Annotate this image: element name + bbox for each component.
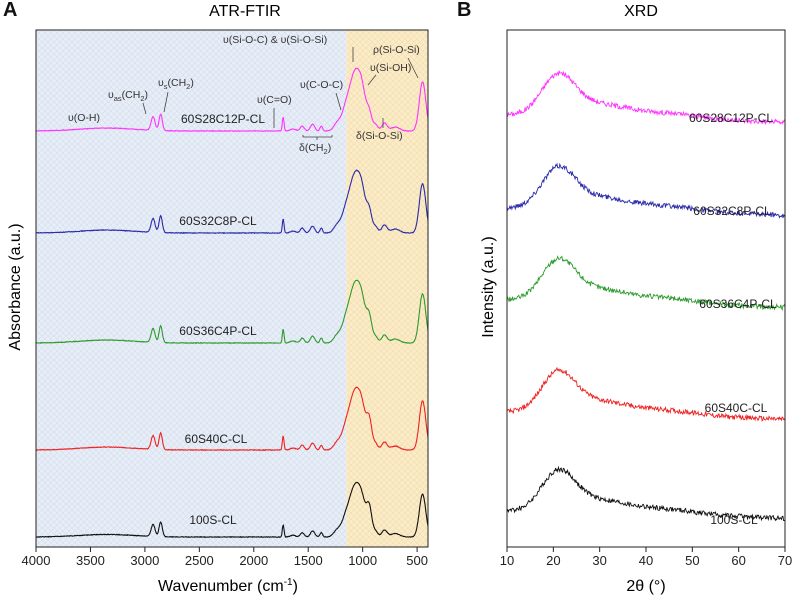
xrd-xlabel: 2θ (°) — [626, 578, 665, 595]
xrd-tick-label: 40 — [639, 553, 653, 568]
xrd-tick-label: 50 — [685, 553, 699, 568]
annotation-vas-ch2: υas(CH2) — [108, 89, 148, 103]
annotation-si-oh: υ(Si-OH) — [370, 62, 411, 74]
xrd-chart: XRD Intensity (a.u.) 2θ (°) 10 20 30 40 50 60… — [480, 3, 792, 595]
shaded-region-1 — [346, 30, 428, 547]
ftir-series-line — [35, 67, 429, 133]
arrow-vs — [163, 91, 169, 113]
ftir-tick-label: 500 — [406, 553, 428, 568]
arrow-vas — [142, 102, 147, 115]
panel-b-letter: B — [457, 0, 472, 21]
arrow-coc — [335, 92, 342, 111]
xrd-tick-label: 10 — [500, 553, 514, 568]
annotation-rho: ρ(Si-O-Si) — [373, 44, 420, 56]
ftir-series-label: 60S40C-CL — [185, 432, 248, 446]
ftir-series-line — [35, 279, 429, 345]
ftir-frame — [35, 29, 429, 548]
xrd-tick-label: 20 — [546, 553, 560, 568]
annotation-coc: υ(C-O-C) — [300, 79, 343, 91]
ftir-title: ATR-FTIR — [209, 3, 281, 20]
ftir-tick-label: 2500 — [185, 553, 214, 568]
xrd-series-line — [506, 465, 786, 522]
annotation-oh: υ(O-H) — [68, 112, 100, 124]
ftir-series-line — [36, 169, 429, 235]
xrd-series-line — [506, 255, 786, 312]
xrd-title: XRD — [624, 3, 658, 20]
ftir-series-label: 60S32C8P-CL — [179, 214, 257, 228]
annotation-si-o-c: υ(Si-O-C) & υ(Si-O-Si) — [223, 34, 327, 46]
xrd-series-label: 100S-CL — [710, 513, 758, 527]
xrd-series-label: 60S36C4P-CL — [699, 297, 777, 311]
xrd-frame — [506, 29, 786, 548]
ftir-series-label: 100S-CL — [189, 513, 237, 527]
annotation-delta-si: δ(Si-O-Si) — [356, 130, 403, 142]
xrd-tick-label: 70 — [778, 553, 792, 568]
ftir-tick-label: 1000 — [348, 553, 377, 568]
xrd-tick-label: 30 — [592, 553, 606, 568]
bracket-ch2 — [302, 135, 333, 140]
arrow-si-oh — [367, 74, 377, 86]
ftir-series-line — [36, 386, 429, 452]
xrd-tick-label: 60 — [731, 553, 745, 568]
annotation-vs-ch2: υs(CH2) — [158, 77, 194, 91]
ftir-chart: ATR-FTIR Absorbance (a.u.) Wavenumber (c… — [7, 3, 429, 595]
arrow-rho — [407, 57, 419, 79]
ftir-series-label: 60S36C4P-CL — [179, 324, 257, 338]
ftir-ylabel: Absorbance (a.u.) — [7, 223, 24, 350]
shaded-region-0 — [36, 30, 347, 547]
ftir-tick-label: 1500 — [294, 553, 323, 568]
ftir-tick-label: 3000 — [130, 553, 159, 568]
xrd-series-line — [506, 162, 786, 219]
xrd-series-label: 60S28C12P-CL — [689, 111, 773, 125]
xrd-series-label: 60S40C-CL — [705, 401, 768, 415]
ftir-xlabel: Wavenumber (cm-1) — [158, 577, 298, 595]
ftir-tick-label: 2000 — [239, 553, 268, 568]
annotation-delta-ch2: δ(CH2) — [299, 142, 331, 156]
annotation-co: υ(C=O) — [257, 94, 292, 106]
panel-a-letter: A — [3, 0, 18, 21]
ftir-tick-label: 4000 — [22, 553, 51, 568]
xrd-ylabel: Intensity (a.u.) — [480, 236, 497, 337]
ftir-series-label: 60S28C12P-CL — [181, 112, 265, 126]
xrd-series-label: 60S32C8P-CL — [693, 204, 771, 218]
xrd-series-line — [506, 70, 786, 126]
ftir-tick-label: 3500 — [76, 553, 105, 568]
xrd-series-line — [506, 366, 786, 422]
ftir-series-line — [35, 481, 429, 539]
